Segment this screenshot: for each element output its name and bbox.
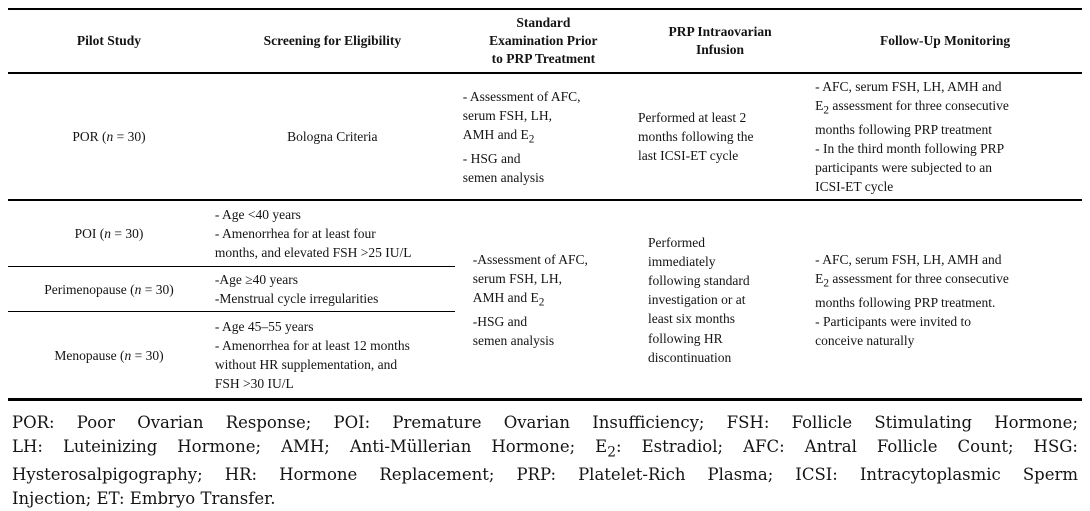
cell-perimenopause-study: Perimenopause (n = 30): [8, 266, 210, 313]
table-row-por: POR (n = 30) Bologna Criteria - Assessme…: [8, 73, 1082, 202]
table-row-perimenopause: Perimenopause (n = 30) -Age ≥40 years -Me…: [8, 266, 1082, 313]
cell-perimenopause-screening: -Age ≥40 years -Menstrual cycle irregular…: [209, 266, 455, 313]
header-standard-examination: Standard Examination Prior to PRP Treatmen…: [454, 9, 632, 74]
cell-shared-follow-up: - AFC, serum FSH, LH, AMH and E2 assessme…: [815, 251, 1009, 348]
footnote-line: Hysterosalpigography; HR: Hormone Replac…: [12, 465, 1078, 485]
footnote-line: POR: Poor Ovarian Response; POI: Prematu…: [12, 413, 1078, 433]
cell-shared-examination: -Assessment of AFC, serum FSH, LH, AMH and…: [472, 251, 588, 348]
cell-menopause-screening: - Age 45–55 years - Amenorrhea for at lea…: [214, 318, 410, 392]
cell-por-examination: - Assessment of AFC, serum FSH, LH, AMH an…: [454, 73, 632, 202]
cell-poi-study: POI (n = 30): [8, 200, 210, 267]
cell-por-study: POR (n = 30): [8, 73, 210, 202]
cell-poi-screening: - Age <40 years - Amenorrhea for at least…: [209, 200, 455, 267]
cell-por-follow-up: - AFC, serum FSH, LH, AMH and E2 assessme…: [808, 73, 1082, 202]
header-pilot-study: Pilot Study: [8, 9, 210, 74]
study-protocol-table: Pilot Study Screening for Eligibility St…: [8, 8, 1082, 402]
header-prp-infusion: PRP Intraovarian Infusion: [631, 9, 809, 74]
cell-menopause-study: Menopause (n = 30): [54, 347, 164, 363]
footnote-line: LH: Luteinizing Hormone; AMH; Anti-Mülle…: [12, 437, 1078, 461]
table-row-menopause: Menopause (n = 30) - Age 45–55 years - Am…: [8, 312, 1082, 400]
cell-por-infusion: Performed at least 2 months following the…: [631, 73, 809, 202]
table-footnote: POR: Poor Ovarian Response; POI: Prematu…: [12, 411, 1078, 511]
cell-por-screening: Bologna Criteria: [209, 73, 455, 202]
header-screening: Screening for Eligibility: [209, 9, 455, 74]
header-follow-up: Follow-Up Monitoring: [808, 9, 1082, 74]
header-row: Pilot Study Screening for Eligibility St…: [8, 9, 1082, 74]
footnote-line: Injection; ET: Embryo Transfer.: [12, 489, 276, 509]
cell-shared-infusion: Performed immediately following standard in…: [647, 234, 750, 365]
table-row-poi: POI (n = 30) - Age <40 years - Amenorrhea…: [8, 200, 1082, 365]
